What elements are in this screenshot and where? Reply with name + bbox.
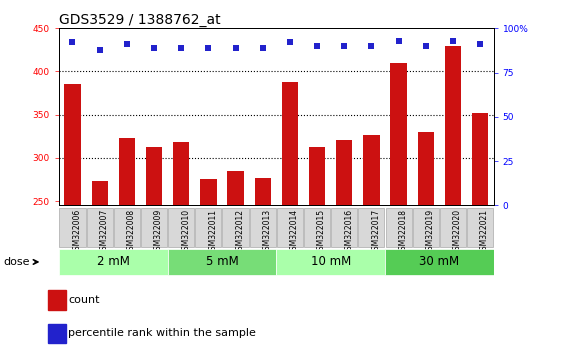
Text: GSM322018: GSM322018 [398,209,408,255]
FancyBboxPatch shape [141,208,167,247]
Bar [282,82,298,354]
FancyBboxPatch shape [250,208,276,247]
Text: 2 mM: 2 mM [97,256,130,268]
Text: count: count [68,295,100,305]
FancyBboxPatch shape [195,208,222,247]
Text: GSM322006: GSM322006 [72,209,81,255]
Bar [417,132,434,354]
Bar [336,140,352,354]
Text: GSM322011: GSM322011 [208,209,217,255]
FancyBboxPatch shape [467,208,493,247]
Text: 30 mM: 30 mM [419,256,459,268]
Bar [472,113,488,354]
Text: GSM322007: GSM322007 [100,209,109,255]
FancyBboxPatch shape [86,208,113,247]
FancyBboxPatch shape [440,208,466,247]
Bar [173,142,189,354]
FancyBboxPatch shape [304,208,330,247]
Bar [255,178,271,354]
FancyBboxPatch shape [223,208,249,247]
Bar [309,147,325,354]
Bar [227,171,243,354]
FancyBboxPatch shape [385,208,412,247]
Text: GSM322016: GSM322016 [344,209,353,255]
Text: 10 mM: 10 mM [311,256,351,268]
Point [150,45,159,51]
Bar [48,290,66,310]
FancyBboxPatch shape [358,208,384,247]
Point [122,41,131,47]
Text: percentile rank within the sample: percentile rank within the sample [68,329,256,338]
Bar [91,181,108,354]
Point [258,45,267,51]
FancyBboxPatch shape [59,249,168,275]
Text: GSM322019: GSM322019 [426,209,435,255]
Point [204,45,213,51]
Text: GSM322012: GSM322012 [236,209,245,255]
Point [68,40,77,45]
Point [231,45,240,51]
Text: GSM322009: GSM322009 [154,209,163,255]
FancyBboxPatch shape [114,208,140,247]
Bar [200,178,217,354]
FancyBboxPatch shape [331,208,357,247]
Text: GSM322010: GSM322010 [181,209,190,255]
Bar [48,324,66,343]
Text: GSM322021: GSM322021 [480,209,489,255]
FancyBboxPatch shape [168,208,194,247]
Text: dose: dose [3,257,38,267]
FancyBboxPatch shape [277,208,303,247]
FancyBboxPatch shape [59,208,85,247]
Text: GDS3529 / 1388762_at: GDS3529 / 1388762_at [59,13,220,27]
Bar [390,63,407,354]
Point [476,41,485,47]
Text: GSM322015: GSM322015 [317,209,326,255]
Text: GSM322014: GSM322014 [290,209,299,255]
Bar [445,46,461,354]
Text: GSM322013: GSM322013 [263,209,272,255]
FancyBboxPatch shape [413,208,439,247]
Point [177,45,186,51]
FancyBboxPatch shape [168,249,276,275]
Point [95,47,104,52]
Bar [65,85,81,354]
Point [394,38,403,44]
Point [312,43,321,49]
FancyBboxPatch shape [385,249,494,275]
Point [286,40,295,45]
Point [421,43,430,49]
Point [340,43,349,49]
Text: 5 mM: 5 mM [205,256,238,268]
Text: GSM322020: GSM322020 [453,209,462,255]
Point [367,43,376,49]
Bar [119,138,135,354]
Text: GSM322008: GSM322008 [127,209,136,255]
FancyBboxPatch shape [276,249,385,275]
Bar [364,135,380,354]
Text: GSM322017: GSM322017 [371,209,380,255]
Bar [146,147,162,354]
Point [448,38,457,44]
